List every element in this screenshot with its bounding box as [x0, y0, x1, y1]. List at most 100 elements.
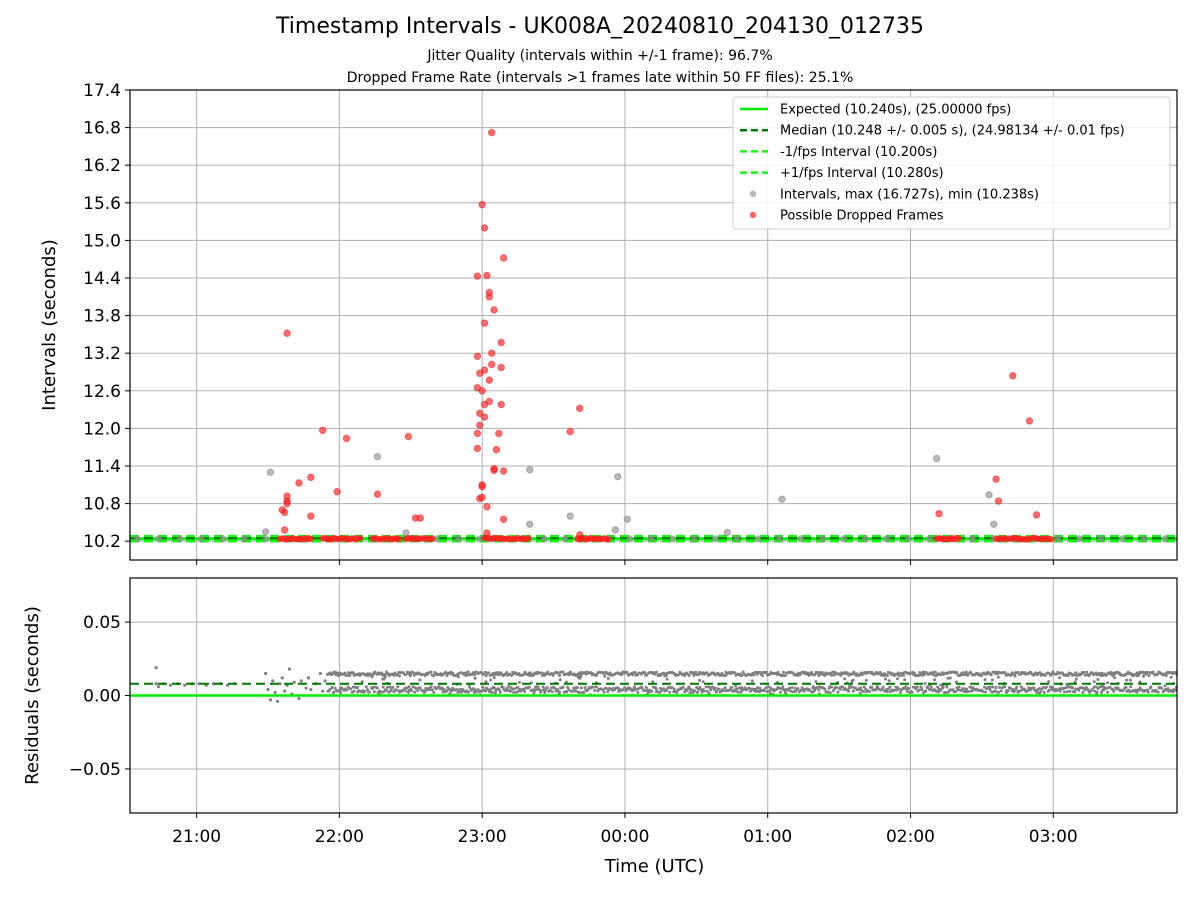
chart-title: Timestamp Intervals - UK008A_20240810_20… [276, 14, 924, 39]
residual-point [498, 690, 502, 694]
residual-point [994, 686, 998, 690]
residual-point [633, 685, 637, 689]
residual-point [391, 685, 395, 689]
residual-point [489, 687, 493, 691]
residual-point [983, 678, 987, 682]
residual-point [1151, 670, 1155, 674]
residual-point [576, 686, 580, 690]
residual-point [576, 673, 580, 677]
residual-point [383, 675, 387, 679]
residual-point [862, 685, 866, 689]
residual-point [1035, 690, 1039, 694]
residual-point [501, 685, 505, 689]
residual-point [318, 671, 322, 676]
residual-point [983, 690, 987, 694]
x-tick-label: 01:00 [743, 827, 792, 847]
residual-point [304, 686, 308, 690]
dropped-frame-point [283, 329, 291, 337]
residual-point [781, 673, 785, 677]
jitter-quality-subtitle: Jitter Quality (intervals within +/-1 fr… [427, 48, 773, 64]
residual-point [705, 689, 709, 693]
residual-point [558, 678, 562, 682]
x-tick-label: 02:00 [886, 827, 935, 847]
dropped-frame-point [487, 349, 496, 358]
residual-point [657, 690, 661, 694]
residual-point [815, 671, 819, 675]
residual-point [694, 670, 698, 674]
residual-point [347, 671, 351, 675]
dropped-frame-point [342, 434, 351, 443]
intervals-y-tick-label: 14.4 [83, 269, 121, 289]
dropped-frame-point [497, 363, 506, 372]
residual-point [836, 690, 840, 694]
residual-point [273, 690, 277, 695]
residual-point [864, 678, 868, 682]
residual-point [470, 689, 474, 693]
residual-point [1066, 684, 1070, 688]
residual-point [1100, 691, 1104, 695]
interval-point [219, 535, 227, 543]
residual-point [515, 685, 519, 689]
dropped-frame-cluster-point [429, 535, 436, 542]
residual-point [511, 687, 515, 691]
residual-point [536, 685, 540, 689]
residual-point [767, 673, 771, 677]
residual-point [504, 689, 508, 693]
residual-point [1038, 690, 1042, 694]
interval-point [266, 468, 275, 476]
residual-point [808, 688, 812, 692]
residual-point [1064, 686, 1068, 690]
residual-point [280, 676, 284, 680]
dropped-frame-cluster-point [307, 535, 314, 543]
residual-point [492, 686, 496, 690]
residual-point [408, 674, 412, 678]
residual-point [764, 671, 768, 675]
residual-point [432, 674, 436, 678]
residual-point [709, 688, 713, 692]
residual-point [988, 688, 992, 692]
residual-point [1093, 689, 1097, 693]
residual-point [518, 680, 522, 684]
residual-point [851, 678, 855, 682]
residual-point [360, 680, 364, 684]
residual-point [997, 690, 1001, 694]
residual-point [1009, 686, 1013, 690]
residual-point [1050, 686, 1054, 690]
interval-point [926, 535, 934, 543]
residual-point [466, 670, 470, 674]
intervals-plot-frame [129, 89, 1178, 561]
dropped-frame-point [307, 473, 315, 482]
interval-point [526, 466, 534, 474]
dropped-frame-point [485, 288, 494, 297]
interval-point [261, 528, 270, 536]
dropped-frame-point [333, 487, 341, 496]
residual-point [1038, 671, 1042, 675]
residual-point [1129, 685, 1133, 689]
residual-point [621, 688, 625, 692]
interval-point [723, 528, 731, 537]
x-tick-label: 21:00 [172, 827, 221, 847]
dropped-frame-point [404, 432, 413, 441]
residual-point [271, 679, 275, 683]
residual-point [306, 676, 311, 680]
residual-point [541, 685, 545, 689]
dropped-frame-point [490, 306, 498, 314]
residual-point [154, 665, 158, 670]
dropped-frame-point [499, 467, 508, 475]
residual-point [793, 686, 797, 690]
dropped-frame-cluster-point [955, 535, 962, 542]
residual-point [926, 685, 930, 689]
intervals-y-tick-label: 16.8 [83, 119, 121, 139]
dropped-frame-point [478, 200, 486, 209]
residual-point [532, 691, 536, 695]
residual-point [620, 673, 624, 677]
residual-point [352, 689, 356, 693]
residual-point [941, 684, 945, 688]
dropped-frame-point [473, 444, 482, 453]
residual-point [813, 673, 817, 677]
residual-point [516, 689, 520, 693]
residual-point [761, 674, 765, 678]
residual-point [1073, 690, 1077, 694]
residual-point [961, 687, 965, 691]
residual-point [518, 687, 522, 691]
